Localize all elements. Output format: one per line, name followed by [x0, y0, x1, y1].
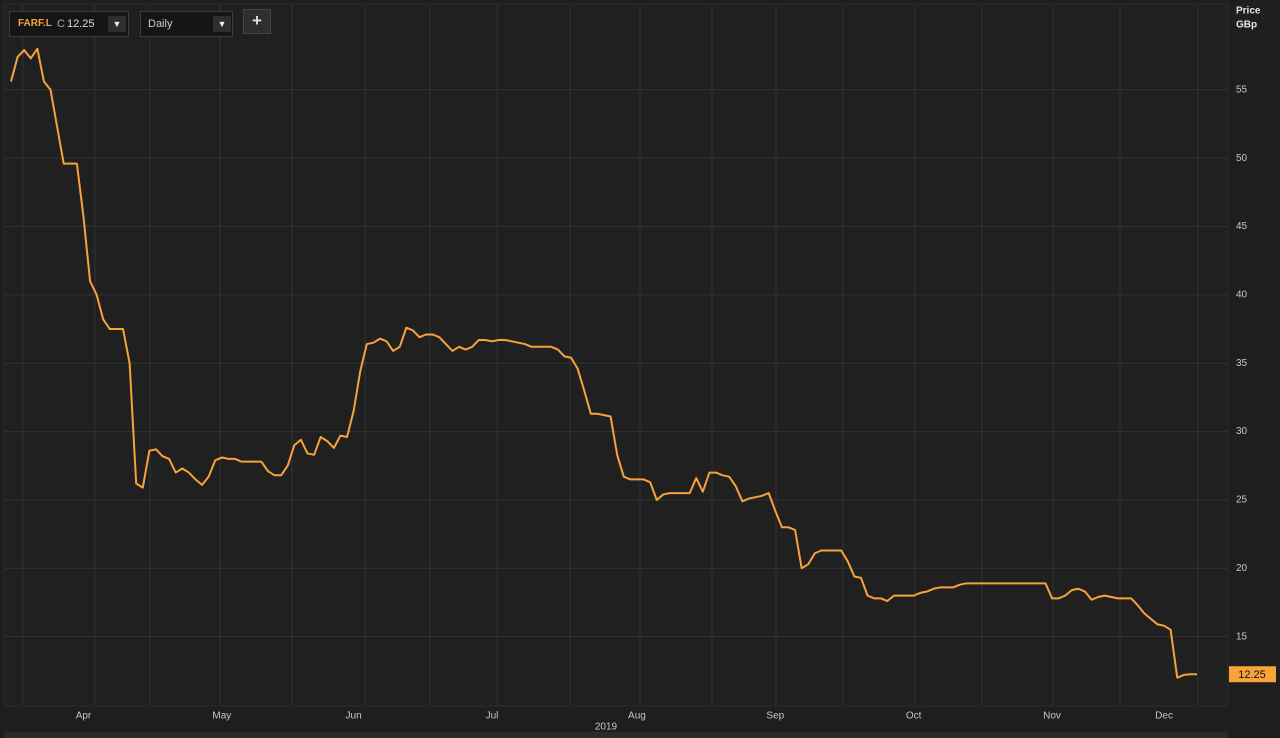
x-tick-label: May: [212, 711, 231, 722]
x-tick-label: Sep: [766, 711, 784, 722]
y-tick-label: 30: [1236, 426, 1248, 437]
last-value-tag: [1229, 666, 1276, 683]
x-tick-label: Nov: [1043, 711, 1061, 722]
x-tick-label: Oct: [906, 711, 922, 722]
y-tick-label: 35: [1236, 358, 1248, 369]
dropdown-button[interactable]: ▼: [108, 16, 126, 32]
symbol: FARF.L: [18, 18, 52, 29]
y-axis-label: Price: [1236, 6, 1261, 17]
dropdown-button[interactable]: ▼: [213, 16, 231, 32]
y-tick-label: 25: [1236, 495, 1248, 506]
year-label: 2019: [595, 722, 618, 733]
add-button[interactable]: +: [243, 9, 271, 34]
price-line: [10, 47, 1197, 679]
x-tick-label: Aug: [628, 711, 646, 722]
last-value-label: 12.25: [1238, 669, 1266, 681]
interval: Daily: [148, 18, 173, 30]
y-tick-label: 20: [1236, 563, 1248, 574]
x-tick-label: Apr: [76, 711, 92, 722]
x-tick-label: Dec: [1155, 711, 1173, 722]
close-value: 12.25: [67, 18, 95, 30]
y-tick-label: 55: [1236, 84, 1248, 95]
plot-area: [3, 3, 1229, 707]
scrollbar[interactable]: [4, 732, 1228, 738]
x-tick-label: Jun: [346, 711, 362, 722]
y-tick-label: 45: [1236, 221, 1248, 232]
y-tick-label: 40: [1236, 289, 1248, 300]
y-tick-label: 15: [1236, 631, 1248, 642]
symbol-box[interactable]: FARF.L C 12.25 ▼: [9, 11, 129, 37]
close-prefix: C: [57, 18, 65, 30]
interval-box[interactable]: Daily ▼: [140, 11, 233, 37]
x-tick-label: Jul: [486, 711, 499, 722]
y-axis-unit: GBp: [1236, 20, 1257, 31]
y-tick-label: 50: [1236, 153, 1248, 164]
